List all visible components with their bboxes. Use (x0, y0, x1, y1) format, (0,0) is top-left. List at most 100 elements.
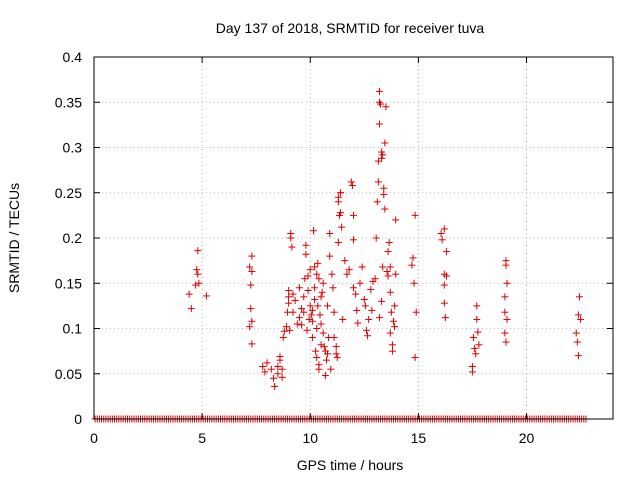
data-point (358, 263, 366, 271)
data-point (287, 229, 295, 237)
data-point (314, 302, 322, 310)
data-point (382, 103, 390, 111)
y-tick-label: 0.05 (55, 366, 82, 382)
data-points (91, 87, 590, 423)
y-axis: 0 0.05 0.1 0.15 0.2 0.25 0.3 0.35 0.4 (55, 49, 613, 427)
data-point (185, 290, 193, 298)
data-point (248, 317, 256, 325)
data-point (324, 302, 332, 310)
data-point (302, 250, 310, 258)
data-point (385, 239, 393, 247)
data-point (375, 87, 383, 95)
data-point (314, 259, 322, 267)
data-point (408, 261, 416, 269)
data-point (285, 286, 293, 294)
x-tick-label: 20 (519, 430, 535, 446)
data-point (442, 272, 450, 280)
data-point (442, 248, 450, 256)
data-point (309, 227, 317, 235)
data-point (333, 353, 341, 361)
y-tick-label: 0.35 (55, 94, 82, 110)
data-point (501, 293, 509, 301)
data-point (278, 373, 286, 381)
data-point (259, 363, 267, 371)
data-point (247, 281, 255, 289)
data-point (392, 216, 400, 224)
data-point (317, 320, 325, 328)
data-point (361, 302, 369, 310)
data-point (502, 338, 510, 346)
data-point (411, 211, 419, 219)
data-point (317, 341, 325, 349)
data-point (285, 293, 293, 301)
data-point (300, 293, 308, 301)
data-point (187, 305, 195, 313)
data-point (194, 270, 202, 278)
x-axis-label: GPS time / hours (297, 457, 404, 473)
data-point (577, 315, 585, 323)
data-point (313, 353, 321, 361)
data-point (274, 363, 282, 371)
data-point (276, 353, 284, 361)
data-point (298, 305, 306, 313)
data-point (315, 275, 323, 283)
data-point (380, 191, 388, 199)
y-tick-label: 0.3 (63, 140, 83, 156)
data-point (304, 286, 312, 294)
data-point (353, 306, 361, 314)
data-point (313, 325, 321, 332)
data-point (246, 263, 254, 271)
data-point (365, 315, 373, 323)
data-point (409, 254, 417, 262)
data-point (441, 314, 449, 322)
data-point (289, 290, 297, 298)
data-point (288, 243, 296, 251)
data-point (267, 365, 275, 373)
data-point (321, 372, 329, 380)
data-point (261, 368, 269, 376)
data-point (334, 239, 342, 247)
data-point (503, 315, 511, 323)
data-point (295, 314, 303, 322)
data-point (293, 320, 301, 328)
data-point (286, 326, 294, 334)
data-point (381, 139, 389, 147)
data-point (320, 343, 328, 351)
data-point (248, 340, 256, 348)
data-point (384, 248, 392, 256)
data-point (289, 308, 297, 316)
data-point (360, 296, 368, 304)
data-point (202, 292, 210, 300)
data-point (379, 263, 387, 271)
chart-title: Day 137 of 2018, SRMTID for receiver tuv… (216, 20, 485, 36)
y-tick-label: 0.4 (63, 49, 83, 65)
data-point (388, 341, 396, 349)
data-point (354, 319, 362, 327)
y-tick-label: 0.15 (55, 275, 82, 291)
data-point (337, 209, 345, 217)
data-point (387, 308, 395, 316)
data-point (280, 327, 288, 335)
data-point (375, 120, 383, 128)
y-axis-label: SRMTID / TECUs (6, 183, 22, 293)
data-point (193, 266, 201, 274)
data-point (246, 323, 254, 331)
data-point (319, 279, 327, 287)
data-point (411, 353, 419, 361)
data-point (322, 356, 330, 364)
data-point (271, 382, 279, 390)
data-point (472, 350, 480, 358)
data-point (575, 293, 583, 301)
data-point (326, 252, 334, 260)
data-point (248, 252, 256, 260)
data-point (298, 321, 306, 329)
data-point (330, 334, 338, 342)
data-point (311, 263, 319, 271)
data-point (501, 308, 509, 316)
data-point (311, 284, 319, 292)
data-point (391, 323, 399, 331)
data-point (348, 182, 356, 190)
data-point (192, 281, 200, 289)
data-point (263, 359, 271, 367)
data-point (318, 288, 326, 296)
